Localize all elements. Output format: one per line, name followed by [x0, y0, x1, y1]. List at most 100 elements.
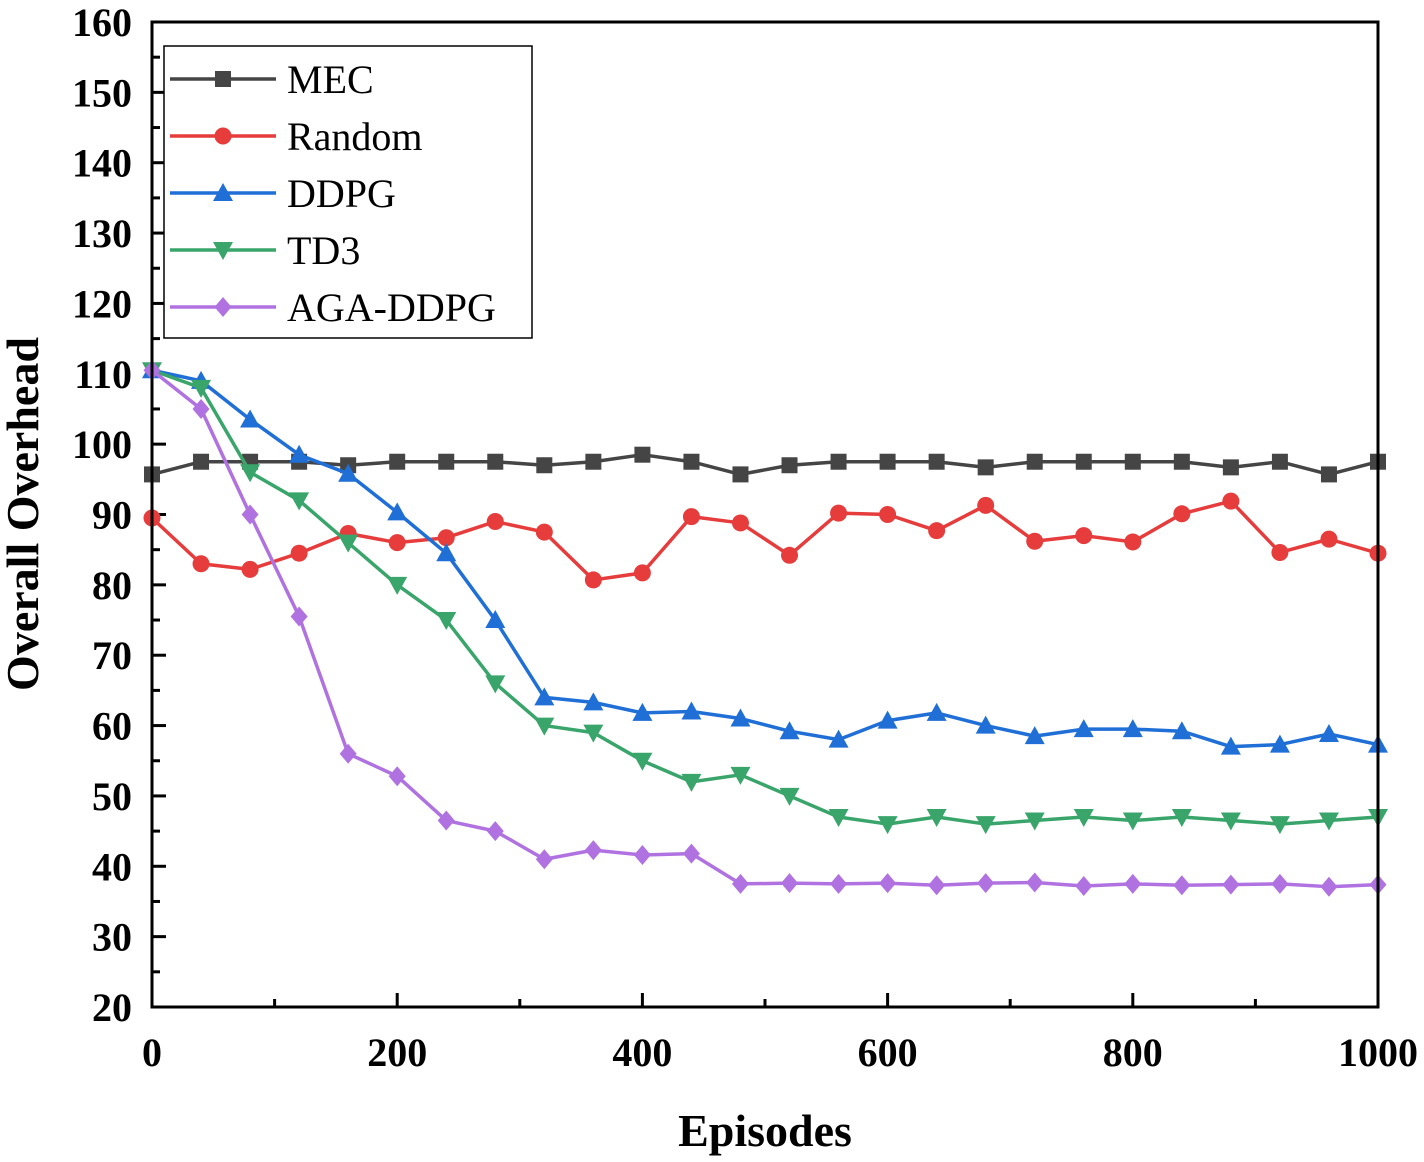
data-point-mec	[634, 446, 651, 463]
data-point-ddpg	[1171, 721, 1192, 740]
data-point-random	[1075, 527, 1093, 545]
data-point-mec	[1320, 466, 1337, 483]
data-point-ddpg	[289, 444, 310, 463]
data-point-aga-ddpg	[1124, 873, 1142, 894]
data-point-ddpg	[975, 715, 996, 734]
y-tick-label: 60	[92, 704, 132, 749]
data-point-ddpg	[926, 702, 947, 721]
data-point-td3	[1318, 812, 1339, 831]
y-tick-label: 110	[74, 352, 132, 397]
y-tick-label: 50	[92, 774, 132, 819]
x-tick-label: 400	[612, 1030, 672, 1075]
data-point-aga-ddpg	[192, 398, 210, 419]
series-line-td3	[151, 368, 1379, 826]
data-point-random	[1124, 533, 1142, 551]
data-point-td3	[877, 816, 898, 835]
data-point-random	[290, 544, 308, 562]
data-point-aga-ddpg	[879, 873, 897, 894]
data-point-td3	[1171, 809, 1192, 828]
data-point-aga-ddpg	[241, 504, 259, 525]
data-point-td3	[1269, 816, 1290, 835]
data-point-aga-ddpg	[1222, 874, 1240, 895]
data-point-ddpg	[485, 610, 506, 629]
data-point-mec	[683, 453, 700, 470]
data-point-aga-ddpg	[339, 743, 357, 764]
data-point-mec	[1271, 453, 1288, 470]
legend-item-aga-ddpg: AGA-DDPG	[170, 285, 496, 330]
x-tick-label: 600	[858, 1030, 918, 1075]
y-tick-label: 150	[72, 70, 132, 115]
data-point-random	[1271, 543, 1289, 561]
y-tick-label: 90	[92, 493, 132, 538]
y-tick-label: 30	[92, 915, 132, 960]
data-point-aga-ddpg	[1075, 875, 1093, 896]
data-point-random	[192, 555, 210, 573]
data-point-td3	[583, 724, 604, 743]
x-axis-title: Episodes	[678, 1105, 852, 1156]
data-point-mec	[1075, 453, 1092, 470]
data-point-random	[1026, 532, 1044, 550]
data-point-td3	[436, 612, 457, 631]
x-tick-label: 0	[142, 1030, 162, 1075]
data-point-ddpg	[240, 409, 261, 428]
data-point-mec	[487, 453, 504, 470]
legend-item-td3: TD3	[170, 228, 360, 273]
data-point-td3	[681, 773, 702, 792]
data-point-random	[1222, 492, 1240, 510]
y-tick-label: 70	[92, 633, 132, 678]
data-point-td3	[1024, 812, 1045, 831]
series-line-random	[150, 499, 1379, 582]
series-td3	[142, 362, 1388, 835]
data-point-ddpg	[681, 701, 702, 720]
x-tick-label: 800	[1103, 1030, 1163, 1075]
data-point-td3	[534, 717, 555, 736]
data-point-ddpg	[583, 692, 604, 711]
series-line-ddpg	[151, 368, 1379, 749]
axes-layer: 0 200 400 600 800 1000 20 30 40 50 60 70 80 90 100 110 1…	[72, 0, 1418, 1075]
data-point-aga-ddpg	[388, 766, 406, 787]
data-point-td3	[926, 809, 947, 828]
legend-item-mec: MEC	[170, 57, 374, 102]
data-point-ddpg	[1024, 726, 1045, 745]
data-point-ddpg	[387, 502, 408, 521]
data-point-aga-ddpg	[682, 843, 700, 864]
data-point-aga-ddpg	[633, 845, 651, 866]
data-point-aga-ddpg	[1271, 873, 1289, 894]
y-tick-label: 80	[92, 563, 132, 608]
data-point-aga-ddpg	[1320, 876, 1338, 897]
series-line-aga-ddpg	[150, 368, 1379, 889]
data-point-mec	[732, 466, 749, 483]
data-point-random	[977, 496, 995, 514]
data-point-td3	[975, 816, 996, 835]
y-tick-label: 100	[72, 422, 132, 467]
data-point-td3	[191, 379, 212, 398]
data-point-random	[535, 523, 553, 541]
data-point-aga-ddpg	[1173, 875, 1191, 896]
data-point-ddpg	[877, 710, 898, 729]
data-point-td3	[632, 752, 653, 771]
data-point-td3	[730, 766, 751, 785]
data-point-td3	[828, 809, 849, 828]
y-tick-label: 120	[72, 281, 132, 326]
data-point-random	[241, 560, 259, 578]
legend-item-random: Random	[170, 114, 423, 159]
series-aga-ddpg	[143, 360, 1387, 897]
data-point-random	[682, 508, 700, 526]
data-point-random	[879, 506, 897, 523]
data-point-mec	[389, 453, 406, 470]
data-point-mec	[1173, 453, 1190, 470]
data-point-mec	[1026, 453, 1043, 470]
legend-label: TD3	[287, 228, 360, 273]
series-random	[143, 492, 1387, 589]
x-tick-label: 1000	[1338, 1030, 1418, 1075]
data-point-mec	[585, 453, 602, 470]
data-point-aga-ddpg	[731, 873, 749, 894]
legend-swatch-marker	[214, 127, 232, 145]
data-point-mec	[928, 453, 945, 470]
data-point-td3	[289, 492, 310, 511]
data-point-ddpg	[1220, 736, 1241, 755]
data-point-aga-ddpg	[290, 606, 308, 627]
data-point-random	[486, 513, 504, 531]
data-point-aga-ddpg	[977, 873, 995, 894]
data-point-aga-ddpg	[928, 875, 946, 896]
